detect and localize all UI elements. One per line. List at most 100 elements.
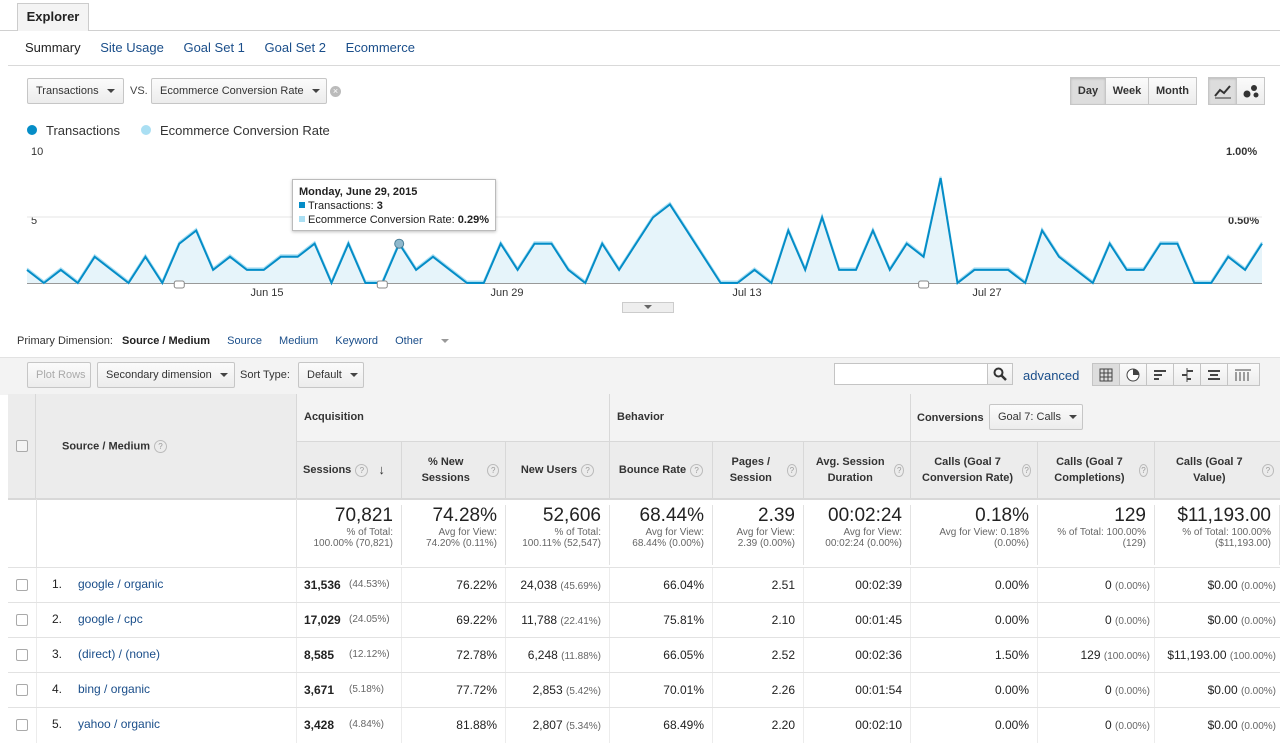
term-cloud-view-button[interactable] [1200,363,1228,386]
cell-bounce-rate: 68.49% [610,708,713,743]
subtab-goal-set-1[interactable]: Goal Set 1 [183,40,245,55]
dimension-keyword[interactable]: Keyword [335,335,379,347]
help-icon[interactable]: ? [355,463,369,477]
cell-goal-completions: 0 (0.00%) [1038,708,1155,743]
annotation-marker-icon[interactable] [376,280,388,289]
column-header-pct-new-sessions[interactable]: % New Sessions? [402,442,506,499]
dimension-other[interactable]: Other [395,335,463,347]
subtab-summary[interactable]: Summary [25,40,81,55]
chevron-down-icon [440,339,449,344]
help-icon[interactable]: ? [154,440,168,453]
chevron-down-icon [1068,415,1077,420]
row-source-medium-link[interactable]: google / cpc [78,612,143,626]
line-chart-toggle[interactable] [1208,77,1237,105]
comparison-view-button[interactable] [1173,363,1201,386]
tab-explorer[interactable]: Explorer [17,3,89,31]
subtab-site-usage[interactable]: Site Usage [100,40,164,55]
annotation-marker-icon[interactable] [173,280,185,289]
cell-pages-per-session: 2.26 [713,673,804,708]
total-sub2: 00:02:24 (0.00%) [825,538,902,549]
total-value: $11,193.00 [1177,505,1271,526]
hovered-data-point[interactable] [394,238,405,249]
goal-select-dropdown[interactable]: Goal 7: Calls [989,404,1083,430]
plot-rows-button[interactable]: Plot Rows [27,362,91,388]
column-header-goal-value[interactable]: Calls (Goal 7 Value)? [1155,442,1280,499]
cell-goal-value: $11,193.00 (100.00%) [1155,638,1280,673]
cell-percent: (0.00%) [1240,581,1276,592]
percentage-view-button[interactable] [1119,363,1147,386]
help-icon[interactable]: ? [786,463,797,477]
totals-label-cell [8,499,297,567]
primary-metric-dropdown[interactable]: Transactions [27,78,124,104]
cell-value: 66.05% [663,648,704,662]
data-view-button[interactable] [1092,363,1120,386]
pivot-view-button[interactable] [1227,363,1260,386]
column-header-new-users[interactable]: New Users? [506,442,610,499]
day-button[interactable]: Day [1070,77,1106,105]
help-icon[interactable]: ? [581,463,595,477]
subtab-ecommerce[interactable]: Ecommerce [345,40,415,55]
column-header-sessions[interactable]: Sessions? ↓ [297,442,402,499]
cell-value: 17,029 [304,613,341,627]
series-line-transactions[interactable] [26,177,1263,286]
row-checkbox[interactable] [16,684,28,696]
column-header-goal-completions[interactable]: Calls (Goal 7 Completions)? [1038,442,1155,499]
help-icon[interactable]: ? [1022,463,1031,477]
row-index: 4. [52,682,63,696]
column-header-label: Sessions [303,464,352,476]
total-sub2: ($11,193.00) [1215,538,1271,549]
row-source-medium-link[interactable]: google / organic [78,577,164,591]
y-tick-right-05pct: 0.50% [1228,215,1260,227]
row-source-medium-link[interactable]: yahoo / organic [78,717,161,731]
table-search-input[interactable] [834,363,988,385]
motion-chart-toggle[interactable] [1236,77,1265,105]
secondary-dimension-label: Secondary dimension [106,369,212,381]
row-checkbox[interactable] [16,614,28,626]
advanced-filter-link[interactable]: advanced [1023,368,1080,383]
help-icon[interactable]: ? [1138,463,1148,477]
search-button[interactable] [987,363,1013,385]
column-header-avg-session-duration[interactable]: Avg. Session Duration? [804,442,911,499]
total-value: 0.18% [975,505,1029,526]
week-button[interactable]: Week [1105,77,1149,105]
total-sessions: 70,821% of Total: 100.00% (70,821) [297,505,402,565]
select-all-checkbox[interactable] [16,440,28,452]
help-icon[interactable]: ? [487,463,499,477]
cell-percent: (0.00%) [1114,581,1150,592]
annotation-marker-icon[interactable] [918,280,930,289]
legend-label-transactions[interactable]: Transactions [46,123,120,138]
row-checkbox[interactable] [16,649,28,661]
help-icon[interactable]: ? [894,463,904,477]
tab-divider [0,30,1280,31]
column-header-goal-conversion-rate[interactable]: Calls (Goal 7 Conversion Rate)? [911,442,1038,499]
column-header-pages-per-session[interactable]: Pages / Session? [713,442,804,499]
cell-value: 2.10 [771,613,795,627]
sort-type-dropdown[interactable]: Default [298,362,364,388]
secondary-dimension-dropdown[interactable]: Secondary dimension [97,362,235,388]
dimension-source[interactable]: Source [227,335,262,347]
remove-metric-icon[interactable]: × [330,86,341,97]
help-icon[interactable]: ? [1261,463,1274,477]
row-checkbox[interactable] [16,719,28,731]
row-checkbox[interactable] [16,579,28,591]
chart-collapse-handle[interactable] [622,302,674,313]
help-icon[interactable]: ? [690,463,704,477]
row-source-medium-link[interactable]: bing / organic [78,682,151,696]
table-row: 2. google / cpc 17,029 (24.05%) 69.22% 11,788… [8,602,1280,638]
subtab-goal-set-2[interactable]: Goal Set 2 [264,40,326,55]
dimension-medium[interactable]: Medium [279,335,319,347]
cell-percent: (0.00%) [1114,616,1150,627]
row-source-medium-link[interactable]: (direct) / (none) [78,647,161,661]
column-header-bounce-rate[interactable]: Bounce Rate? [610,442,713,499]
performance-view-button[interactable] [1146,363,1174,386]
dimension-header[interactable]: Source / Medium? [36,394,297,499]
secondary-metric-dropdown[interactable]: Ecommerce Conversion Rate [151,78,327,104]
cell-value: $0.00 [1207,578,1238,592]
behavior-group-header: Behavior [610,394,911,442]
month-button[interactable]: Month [1148,77,1197,105]
dimension-source-medium[interactable]: Source / Medium [122,335,211,347]
legend-label-conversion-rate[interactable]: Ecommerce Conversion Rate [160,123,330,138]
total-value: 70,821 [334,505,393,526]
line-chart[interactable] [0,140,1280,305]
comparison-icon [1182,368,1193,382]
